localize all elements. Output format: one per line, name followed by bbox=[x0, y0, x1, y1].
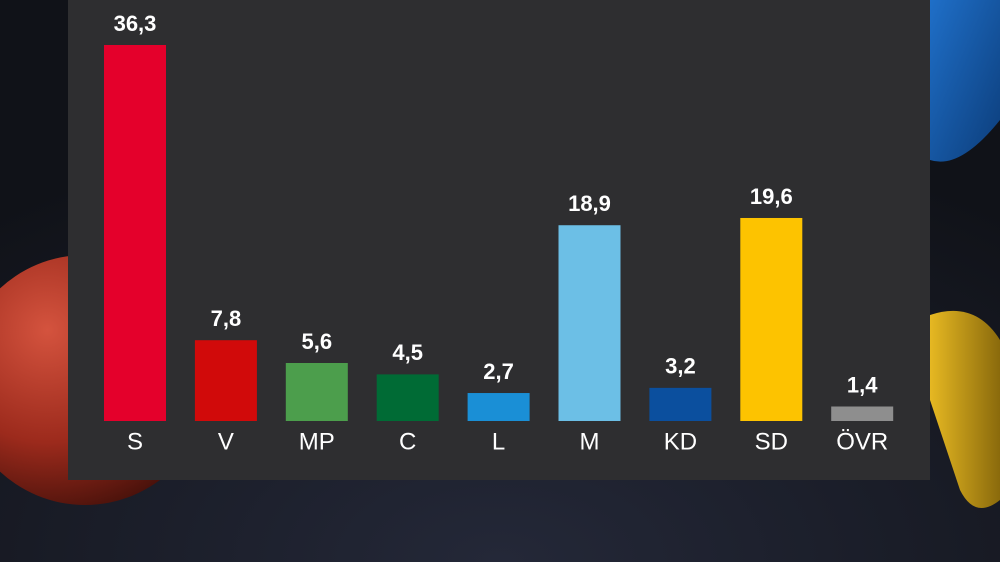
category-label: C bbox=[399, 428, 416, 455]
category-label: L bbox=[492, 428, 505, 455]
decor-blue bbox=[930, 0, 1000, 162]
value-label: 36,3 bbox=[114, 11, 157, 36]
value-label: 5,6 bbox=[302, 329, 333, 354]
value-label: 7,8 bbox=[211, 306, 242, 331]
bar bbox=[558, 225, 621, 421]
decor-yellow bbox=[930, 310, 1000, 508]
bar bbox=[831, 406, 894, 421]
bar bbox=[376, 374, 439, 421]
category-label: MP bbox=[299, 428, 335, 455]
value-label: 19,6 bbox=[750, 184, 793, 209]
category-label: V bbox=[218, 428, 234, 455]
value-label: 4,5 bbox=[392, 340, 423, 365]
value-label: 1,4 bbox=[847, 372, 878, 397]
category-label: ÖVR bbox=[836, 428, 888, 455]
category-label: KD bbox=[664, 428, 697, 455]
value-label: 2,7 bbox=[483, 359, 514, 384]
bar bbox=[467, 393, 530, 421]
value-label: 18,9 bbox=[568, 191, 611, 216]
category-label: S bbox=[127, 428, 143, 455]
value-label: 3,2 bbox=[665, 354, 696, 379]
bar bbox=[649, 387, 712, 421]
plot-area: 36,3 S 7,8 V 5,6 MP 4,5 C 2,7 L 18,9 M 3,2 KD 19,6 SD 1,… bbox=[104, 11, 894, 455]
category-label: M bbox=[580, 428, 600, 455]
bar bbox=[104, 45, 166, 421]
bar bbox=[740, 217, 803, 421]
bar bbox=[194, 340, 257, 421]
category-label: SD bbox=[755, 428, 788, 455]
bar bbox=[285, 362, 348, 421]
